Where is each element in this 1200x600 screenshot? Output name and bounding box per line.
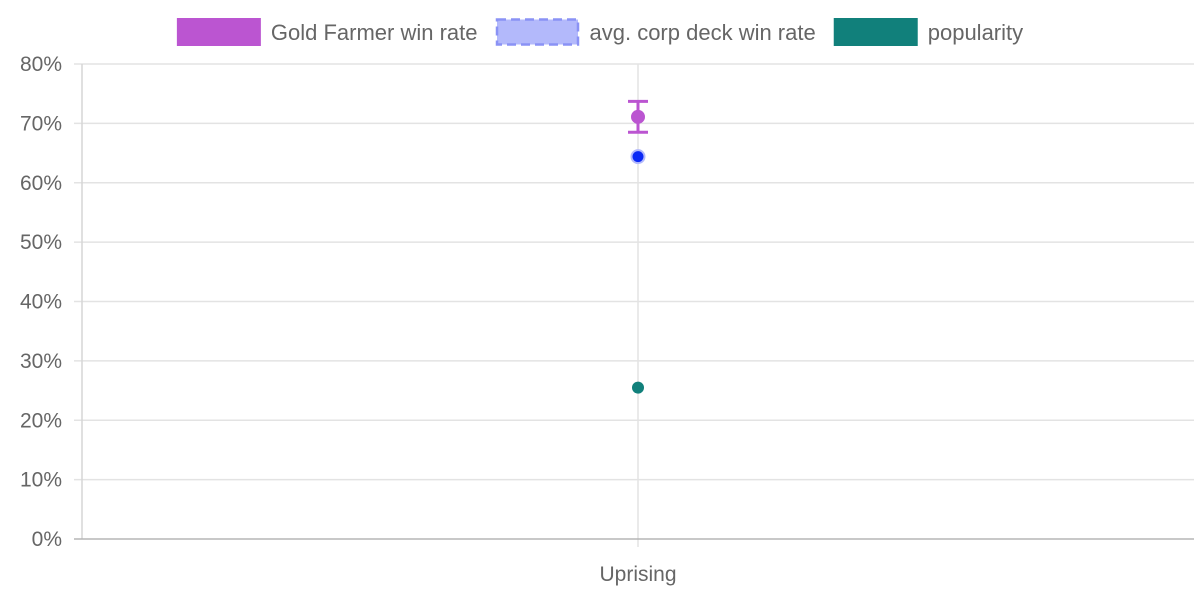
y-tick-label: 60% <box>20 172 62 195</box>
y-tick-label: 40% <box>20 291 62 314</box>
axes <box>74 64 1194 540</box>
legend: Gold Farmer win rate avg. corp deck win r… <box>176 18 1023 46</box>
y-axis-ticks: 0% 10% 20% 30% 40% 50% 60% 70% 80% <box>20 53 62 551</box>
y-tick-label: 30% <box>20 350 62 373</box>
y-tick-label: 80% <box>20 53 62 76</box>
y-tick-label: 0% <box>32 528 62 551</box>
y-tick-label: 50% <box>20 231 62 254</box>
data-point-gold-farmer-win-rate <box>631 109 645 124</box>
data-point-popularity <box>632 381 644 394</box>
x-axis-ticks: Uprising <box>599 563 676 586</box>
legend-swatch-avg-corp-deck-win-rate <box>495 18 580 46</box>
legend-swatch-gold-farmer-win-rate <box>176 18 261 46</box>
x-tick-label: Uprising <box>599 563 676 586</box>
legend-label: avg. corp deck win rate <box>590 20 816 45</box>
legend-label: popularity <box>928 20 1023 45</box>
legend-swatch-popularity <box>833 18 918 46</box>
data-point-avg-corp-deck-win-rate <box>630 149 646 165</box>
legend-label: Gold Farmer win rate <box>271 20 478 45</box>
grid-lines <box>74 63 1194 547</box>
y-tick-label: 70% <box>20 112 62 135</box>
y-tick-label: 20% <box>20 409 62 432</box>
data-marks <box>628 99 648 394</box>
y-tick-label: 10% <box>20 469 62 492</box>
